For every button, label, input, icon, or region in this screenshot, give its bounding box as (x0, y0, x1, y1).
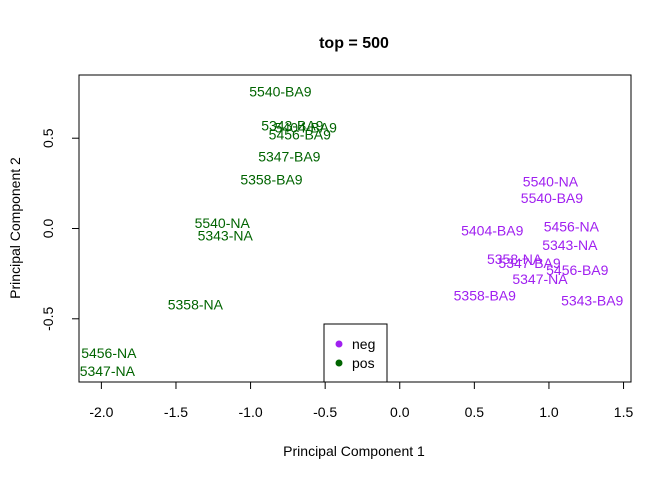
y-axis-label: Principal Component 2 (7, 157, 23, 299)
x-tick-label: 1.0 (539, 404, 559, 420)
point-label-neg: 5343-BA9 (561, 293, 623, 309)
point-label-pos: 5347-BA9 (258, 148, 320, 164)
point-label-pos: 5456-BA9 (269, 127, 331, 143)
point-label-pos: 5540-BA9 (249, 83, 311, 99)
point-label-pos: 5347-NA (80, 363, 136, 379)
x-tick-label: -2.0 (89, 404, 113, 420)
point-labels: 5540-NA5540-BA95456-NA5404-BA95343-NA535… (80, 83, 624, 379)
point-label-pos: 5404-BA9 (275, 119, 337, 135)
point-label-pos: 5540-NA (195, 215, 251, 231)
legend-symbol-neg (335, 340, 343, 348)
point-label-neg: 5456-BA9 (546, 262, 608, 278)
point-label-pos: 5343-NA (198, 228, 254, 244)
point-label-neg: 5540-NA (523, 174, 579, 190)
point-label-neg: 5347-BA9 (498, 255, 560, 271)
chart-title: top = 500 (319, 35, 389, 52)
x-tick-label: -1.5 (164, 404, 188, 420)
legend: neg pos (323, 323, 388, 383)
x-tick-label: -0.5 (313, 404, 337, 420)
point-label-pos: 5456-NA (81, 345, 137, 361)
point-label-pos: 5358-NA (168, 296, 224, 312)
y-tick-label: -0.5 (40, 307, 56, 331)
legend-label-pos: pos (352, 355, 375, 371)
point-label-neg: 5404-BA9 (461, 222, 523, 238)
x-axis: -2.0 -1.5 -1.0 -0.5 0.0 0.5 1.0 1.5 (89, 381, 634, 420)
y-axis: -0.5 0.0 0.5 (40, 128, 80, 331)
point-label-neg: 5343-NA (542, 237, 598, 253)
point-label-neg: 5540-BA9 (521, 190, 583, 206)
x-tick-label: -1.0 (239, 404, 263, 420)
y-tick-label: 0.5 (40, 128, 56, 148)
point-label-neg: 5358-NA (487, 251, 543, 267)
legend-label-neg: neg (352, 336, 375, 352)
x-axis-label: Principal Component 1 (283, 443, 425, 459)
legend-symbol-pos (335, 359, 343, 367)
point-label-neg: 5347-NA (512, 271, 568, 287)
x-tick-label: 1.5 (614, 404, 634, 420)
point-label-neg: 5358-BA9 (454, 287, 516, 303)
point-label-pos: 5358-BA9 (240, 172, 302, 188)
x-tick-label: 0.0 (390, 404, 410, 420)
point-label-pos: 5343-BA9 (261, 118, 323, 134)
x-tick-label: 0.5 (465, 404, 485, 420)
y-tick-label: 0.0 (40, 219, 56, 239)
point-label-neg: 5456-NA (544, 219, 600, 235)
legend-box (323, 323, 388, 383)
